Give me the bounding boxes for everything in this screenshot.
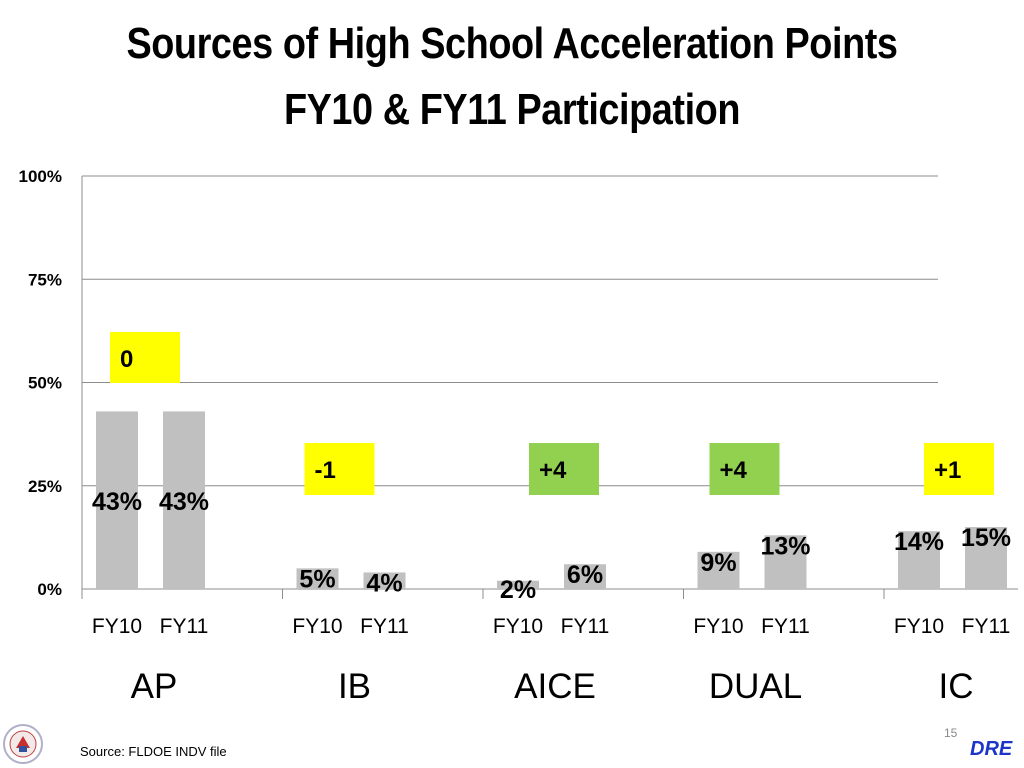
school-district-logo xyxy=(3,724,43,764)
y-tick-label: 25% xyxy=(28,477,62,496)
x-group-label: AP xyxy=(131,667,178,706)
bar-value-label: 14% xyxy=(894,528,944,556)
bar-value-label: 15% xyxy=(961,524,1011,552)
change-indicator-box xyxy=(529,443,599,495)
slide-title-line2: FY10 & FY11 Participation xyxy=(283,85,741,134)
brand-label: DRE xyxy=(970,738,1013,760)
bar-value-label: 4% xyxy=(366,569,402,597)
x-sub-label: FY10 xyxy=(894,615,944,638)
y-tick-label: 75% xyxy=(28,270,62,289)
bar-value-label: 43% xyxy=(92,488,142,516)
x-sub-label: FY10 xyxy=(493,615,543,638)
x-group-label: IC xyxy=(939,667,974,706)
bar xyxy=(163,411,205,589)
bar-value-label: 9% xyxy=(700,549,736,577)
bar-value-label: 2% xyxy=(500,576,536,604)
change-indicator-box xyxy=(110,332,180,383)
x-sub-label: FY11 xyxy=(561,615,610,638)
bar xyxy=(497,580,539,589)
change-indicator-label: +4 xyxy=(539,457,567,484)
bar-value-label: 13% xyxy=(760,532,810,560)
bar xyxy=(564,564,606,589)
bar-value-label: 6% xyxy=(567,561,603,589)
slide-title-line1: Sources of High School Acceleration Poin… xyxy=(126,19,898,68)
bar xyxy=(764,535,807,589)
x-group-label: AICE xyxy=(514,667,596,706)
y-tick-label: 0% xyxy=(37,580,62,599)
x-sub-label: FY11 xyxy=(360,615,409,638)
bar-chart: 0% 25% 50% 75% 100% 0 43% FY10 43% FY11 AP -1 5% FY10… xyxy=(19,167,1018,706)
change-indicator-label: +1 xyxy=(934,457,961,484)
x-sub-label: FY10 xyxy=(292,615,342,638)
x-group-label: IB xyxy=(338,667,371,706)
x-group-label: DUAL xyxy=(709,667,802,706)
bar xyxy=(363,572,406,589)
change-indicator-label: 0 xyxy=(120,346,133,373)
change-indicator-box xyxy=(709,443,780,495)
bar-value-label: 5% xyxy=(299,565,335,593)
bar xyxy=(697,551,740,589)
x-sub-label: FY10 xyxy=(92,615,142,638)
bar xyxy=(96,411,138,589)
change-indicator-box xyxy=(924,443,994,495)
y-tick-label: 100% xyxy=(19,167,62,186)
source-note: Source: FLDOE INDV file xyxy=(80,744,227,759)
change-indicator-label: -1 xyxy=(315,457,336,484)
bar xyxy=(898,531,940,589)
x-sub-label: FY11 xyxy=(962,615,1011,638)
bar-value-label: 43% xyxy=(159,488,209,516)
change-indicator-label: +4 xyxy=(720,457,748,484)
x-sub-label: FY11 xyxy=(761,615,810,638)
y-tick-label: 50% xyxy=(28,374,62,393)
change-indicator-box xyxy=(304,443,375,495)
x-sub-label: FY10 xyxy=(693,615,743,638)
page-number: 15 xyxy=(944,726,958,740)
x-sub-label: FY11 xyxy=(160,615,209,638)
bar xyxy=(965,527,1007,589)
bar xyxy=(296,568,339,589)
